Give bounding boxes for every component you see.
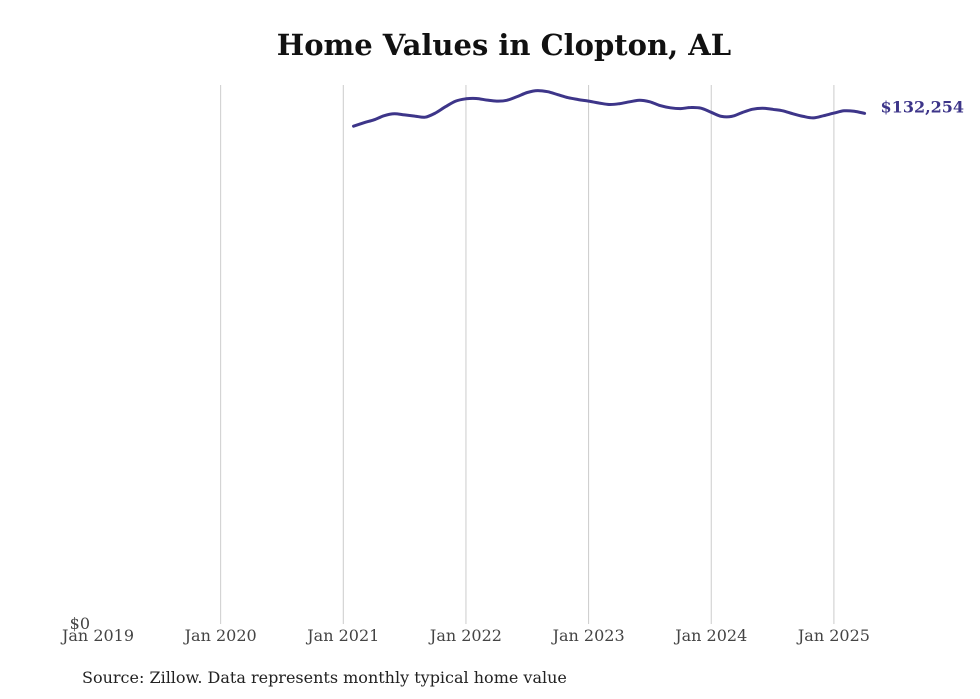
x-axis-ticks: Jan 2019 Jan 2020 Jan 2021 Jan 2022 Jan 2023… bbox=[60, 626, 870, 645]
x-tick-label: Jan 2022 bbox=[428, 626, 502, 645]
x-tick-label: Jan 2025 bbox=[796, 626, 870, 645]
x-tick-label: Jan 2021 bbox=[305, 626, 379, 645]
x-tick-label: Jan 2023 bbox=[551, 626, 625, 645]
source-note: Source: Zillow. Data represents monthly … bbox=[82, 668, 567, 687]
x-tick-label: Jan 2024 bbox=[673, 626, 747, 645]
x-tick-label: Jan 2020 bbox=[183, 626, 257, 645]
y-axis-ticks: $0 bbox=[70, 614, 90, 633]
gridlines bbox=[220, 85, 835, 624]
y-tick-label: $0 bbox=[70, 614, 90, 633]
end-value-label: $132,254 bbox=[881, 97, 965, 116]
series-line bbox=[352, 89, 867, 128]
chart-title: Home Values in Clopton, AL bbox=[276, 28, 732, 62]
x-tick-label: Jan 2019 bbox=[60, 626, 134, 645]
